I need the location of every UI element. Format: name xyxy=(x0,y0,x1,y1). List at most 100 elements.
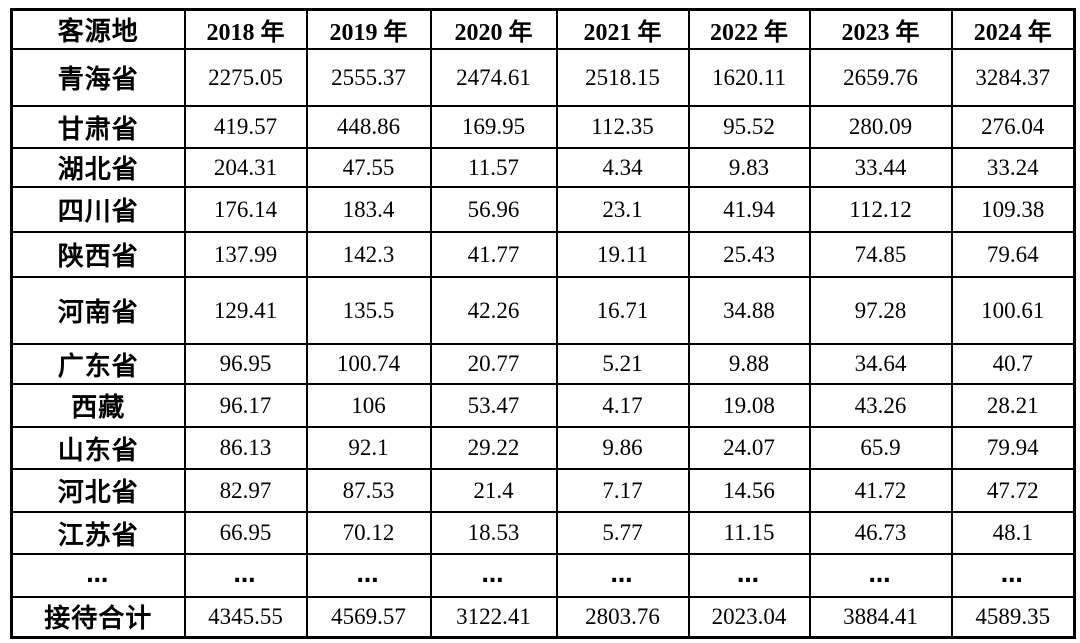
data-cell: 41.72 xyxy=(808,468,953,513)
table-row: 青海省 2275.05 2555.37 2474.61 2518.15 1620… xyxy=(10,48,1076,107)
column-header-2022: 2022 年 xyxy=(687,8,811,50)
data-cell: 79.94 xyxy=(950,426,1076,470)
column-header-2024: 2024 年 xyxy=(950,8,1076,50)
data-cell: 79.64 xyxy=(950,231,1076,278)
data-cell: 2275.05 xyxy=(183,48,308,107)
data-cell: 2803.76 xyxy=(555,596,690,638)
data-cell: 53.47 xyxy=(429,383,558,428)
data-cell: 112.12 xyxy=(808,186,953,233)
data-cell: 9.86 xyxy=(555,426,690,470)
row-label: 青海省 xyxy=(10,48,186,107)
data-cell: 135.5 xyxy=(305,276,432,345)
data-cell: 2659.76 xyxy=(808,48,953,107)
data-cell: 5.21 xyxy=(555,343,690,385)
data-cell: 137.99 xyxy=(183,231,308,278)
table-row: 西藏 96.17 106 53.47 4.17 19.08 43.26 28.2… xyxy=(10,383,1076,428)
table-row: 广东省 96.95 100.74 20.77 5.21 9.88 34.64 4… xyxy=(10,343,1076,385)
column-header-2019: 2019 年 xyxy=(305,8,432,50)
data-cell: 276.04 xyxy=(950,105,1076,149)
table-row-ellipsis: … … … … … … … … xyxy=(10,553,1076,598)
data-cell: 96.95 xyxy=(183,343,308,385)
data-cell: 7.17 xyxy=(555,468,690,513)
data-cell: 4569.57 xyxy=(305,596,432,638)
table-row: 江苏省 66.95 70.12 18.53 5.77 11.15 46.73 4… xyxy=(10,511,1076,555)
data-cell: 24.07 xyxy=(687,426,811,470)
column-header-2018: 2018 年 xyxy=(183,8,308,50)
data-cell: 19.08 xyxy=(687,383,811,428)
data-cell: 112.35 xyxy=(555,105,690,149)
data-cell: 109.38 xyxy=(950,186,1076,233)
data-cell: 42.26 xyxy=(429,276,558,345)
data-cell: 2518.15 xyxy=(555,48,690,107)
data-cell: 29.22 xyxy=(429,426,558,470)
data-cell: 66.95 xyxy=(183,511,308,555)
data-cell: 25.43 xyxy=(687,231,811,278)
data-cell: … xyxy=(687,553,811,598)
data-cell: 92.1 xyxy=(305,426,432,470)
data-cell: 1620.11 xyxy=(687,48,811,107)
data-cell: 106 xyxy=(305,383,432,428)
table-row: 河南省 129.41 135.5 42.26 16.71 34.88 97.28… xyxy=(10,276,1076,345)
data-cell: 65.9 xyxy=(808,426,953,470)
row-label: 山东省 xyxy=(10,426,186,470)
data-cell: 3884.41 xyxy=(808,596,953,638)
data-cell: … xyxy=(429,553,558,598)
row-label: 四川省 xyxy=(10,186,186,233)
data-cell: 176.14 xyxy=(183,186,308,233)
data-cell: 100.74 xyxy=(305,343,432,385)
row-label-total: 接待合计 xyxy=(10,596,186,638)
data-cell: 14.56 xyxy=(687,468,811,513)
tourist-origin-table: 客源地 2018 年 2019 年 2020 年 2021 年 2022 年 2… xyxy=(10,8,1076,639)
row-label: 广东省 xyxy=(10,343,186,385)
data-cell: 2474.61 xyxy=(429,48,558,107)
data-cell: 46.73 xyxy=(808,511,953,555)
data-cell: 74.85 xyxy=(808,231,953,278)
row-label: 江苏省 xyxy=(10,511,186,555)
row-label: 湖北省 xyxy=(10,147,186,188)
data-cell: 40.7 xyxy=(950,343,1076,385)
column-header-origin: 客源地 xyxy=(10,8,186,50)
data-cell: 95.52 xyxy=(687,105,811,149)
data-cell: 41.94 xyxy=(687,186,811,233)
column-header-2020: 2020 年 xyxy=(429,8,558,50)
row-label: 西藏 xyxy=(10,383,186,428)
data-cell: 3122.41 xyxy=(429,596,558,638)
data-cell: 56.96 xyxy=(429,186,558,233)
table-row: 甘肃省 419.57 448.86 169.95 112.35 95.52 28… xyxy=(10,105,1076,149)
data-cell: 87.53 xyxy=(305,468,432,513)
data-cell: 86.13 xyxy=(183,426,308,470)
row-label: 甘肃省 xyxy=(10,105,186,149)
table-row: 四川省 176.14 183.4 56.96 23.1 41.94 112.12… xyxy=(10,186,1076,233)
table-row: 陕西省 137.99 142.3 41.77 19.11 25.43 74.85… xyxy=(10,231,1076,278)
data-cell: … xyxy=(555,553,690,598)
data-cell: 41.77 xyxy=(429,231,558,278)
data-cell: 100.61 xyxy=(950,276,1076,345)
data-cell: 129.41 xyxy=(183,276,308,345)
data-cell: 34.88 xyxy=(687,276,811,345)
data-cell: 18.53 xyxy=(429,511,558,555)
data-cell: 33.24 xyxy=(950,147,1076,188)
data-cell: 4.17 xyxy=(555,383,690,428)
data-cell: 4.34 xyxy=(555,147,690,188)
data-cell: 96.17 xyxy=(183,383,308,428)
row-label: 陕西省 xyxy=(10,231,186,278)
data-cell: … xyxy=(183,553,308,598)
data-cell: 5.77 xyxy=(555,511,690,555)
data-cell: 70.12 xyxy=(305,511,432,555)
data-cell: 183.4 xyxy=(305,186,432,233)
data-cell: 19.11 xyxy=(555,231,690,278)
document-page: 客源地 2018 年 2019 年 2020 年 2021 年 2022 年 2… xyxy=(10,8,1076,639)
data-cell: 4345.55 xyxy=(183,596,308,638)
data-cell: 34.64 xyxy=(808,343,953,385)
table-row: 湖北省 204.31 47.55 11.57 4.34 9.83 33.44 3… xyxy=(10,147,1076,188)
data-cell: 47.72 xyxy=(950,468,1076,513)
data-cell: 4589.35 xyxy=(950,596,1076,638)
data-cell: … xyxy=(950,553,1076,598)
data-cell: 21.4 xyxy=(429,468,558,513)
data-cell: 280.09 xyxy=(808,105,953,149)
data-cell: 204.31 xyxy=(183,147,308,188)
header-row: 客源地 2018 年 2019 年 2020 年 2021 年 2022 年 2… xyxy=(10,8,1076,50)
data-cell: … xyxy=(808,553,953,598)
data-cell: 9.88 xyxy=(687,343,811,385)
table-row-total: 接待合计 4345.55 4569.57 3122.41 2803.76 202… xyxy=(10,596,1076,638)
